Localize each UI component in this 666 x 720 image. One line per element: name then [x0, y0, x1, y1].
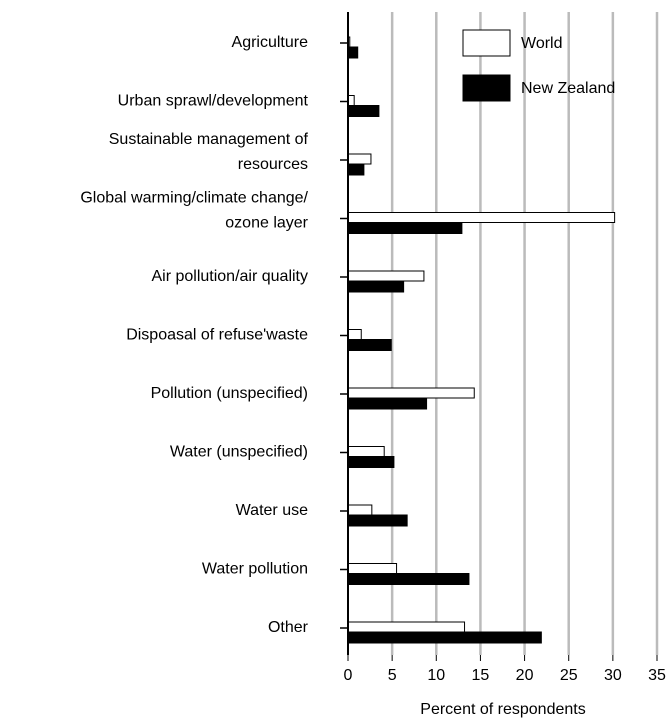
- y-tick-label: Water (unspecified): [170, 444, 308, 461]
- x-tick-label: 35: [648, 667, 666, 684]
- y-tick-label: Water use: [236, 502, 308, 519]
- bar: [347, 339, 392, 351]
- bar: [347, 105, 380, 117]
- x-tick-label: 25: [560, 667, 578, 684]
- y-tick-label: Water pollution: [202, 561, 308, 578]
- bar: [347, 397, 428, 410]
- bar: [347, 631, 542, 644]
- x-tick-label: 30: [604, 667, 622, 684]
- x-tick-label: 20: [516, 667, 534, 684]
- legend-swatch: [462, 74, 511, 102]
- y-tick-label: Dispoasal of refuse'waste: [126, 327, 308, 344]
- bar: [347, 163, 365, 176]
- bar: [347, 514, 408, 527]
- bar: [347, 456, 395, 468]
- bar: [347, 212, 616, 223]
- y-tick-label: Global warming/climate change/: [80, 190, 308, 207]
- bar: [347, 280, 405, 293]
- y-tick-label: Sustainable management of: [109, 131, 309, 148]
- y-tick-label: Agriculture: [232, 34, 309, 51]
- bar: [347, 270, 425, 282]
- y-tick-label: resources: [238, 156, 308, 173]
- legend-label: New Zealand: [521, 80, 615, 97]
- bar: [347, 621, 466, 633]
- y-tick-label: Air pollution/air quality: [151, 268, 308, 285]
- y-tick-label: Other: [268, 619, 309, 636]
- legend-swatch: [462, 29, 511, 57]
- bar: [347, 329, 362, 340]
- x-tick-label: 15: [472, 667, 490, 684]
- legend-label: World: [521, 35, 563, 52]
- bar: [347, 222, 463, 234]
- x-tick-label: 10: [427, 667, 445, 684]
- y-tick-label: Urban sprawl/development: [118, 93, 309, 110]
- x-axis-label: Percent of respondents: [420, 701, 585, 718]
- bar: [347, 563, 398, 574]
- x-tick-label: 0: [344, 667, 353, 684]
- bar: [347, 573, 470, 585]
- y-tick-label: Pollution (unspecified): [151, 385, 308, 402]
- bar: [347, 446, 385, 457]
- bar: [347, 504, 373, 516]
- bar: [347, 46, 359, 59]
- y-tick-label: ozone layer: [225, 215, 308, 232]
- bar: [347, 153, 372, 165]
- x-tick-label: 5: [388, 667, 397, 684]
- bar: [347, 387, 475, 399]
